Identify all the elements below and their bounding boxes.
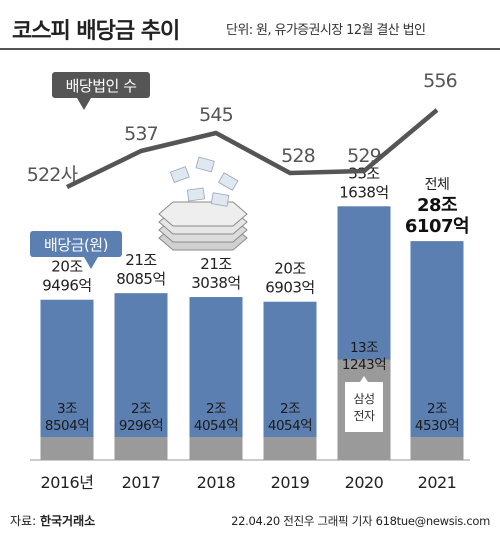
cash-stack-icon [158, 156, 248, 251]
page-title: 코스피 배당금 추이 [12, 19, 180, 44]
total-label-2020: 1638억 [339, 183, 388, 201]
samsung-callout-box [345, 382, 383, 432]
samsung-label: 삼성 [353, 392, 374, 406]
source-note: 자료: 한국거래소 [10, 512, 95, 529]
total-label-2016년: 20조 [51, 258, 83, 276]
total-label-2018: 21조 [200, 255, 232, 273]
bar-samsung-2018 [189, 437, 243, 460]
total-label-2019: 20조 [274, 260, 306, 278]
header: 코스피 배당금 추이 단위: 원, 유가증권시장 12월 결산 법인 [0, 0, 500, 50]
inner-label-2017: 9296억 [119, 418, 163, 434]
x-tick-label: 2020 [345, 473, 384, 492]
x-tick-label: 2017 [122, 473, 161, 492]
inner-label-2016년: 3조 [57, 401, 77, 417]
x-tick-label: 2018 [197, 473, 236, 492]
inner-label-2018: 2조 [206, 401, 226, 417]
inner-label-2016년: 8504억 [45, 418, 89, 434]
x-tick-label: 2016년 [41, 473, 94, 492]
inner-label-2019: 2조 [280, 401, 300, 417]
title-divider [0, 48, 500, 50]
line-series-label-pointer [77, 98, 91, 110]
line-value-label: 545 [199, 104, 233, 126]
line-value-label: 556 [423, 70, 457, 92]
bar-samsung-2019 [263, 437, 317, 460]
line-series-label: 배당법인 수 [66, 77, 137, 95]
dividend-firms-line [66, 108, 439, 190]
bar-total-2017 [114, 293, 168, 460]
line-value-label: 522사 [27, 164, 78, 186]
line-value-label: 537 [124, 123, 158, 145]
source-name: 한국거래소 [39, 514, 96, 528]
samsung-label: 전자 [353, 409, 375, 423]
total-label-2017: 8085억 [116, 270, 165, 288]
bar-samsung-2021 [410, 437, 464, 460]
line-series-label-bg [52, 72, 150, 98]
bar-series-label-bg [30, 231, 122, 257]
inner-label-2019: 4054억 [268, 418, 312, 434]
source-label: 자료: [10, 514, 37, 528]
line-value-label: 528 [281, 145, 315, 167]
total-label-2021: 28조 [417, 195, 457, 216]
inner-label-2020: 13조 [350, 340, 378, 356]
inner-label-2021: 4530억 [415, 418, 459, 434]
bar-samsung-2017 [114, 437, 168, 460]
total-label-2017: 21조 [125, 251, 157, 269]
total-label-2021: 6107억 [405, 216, 469, 237]
bar-total-2021 [410, 241, 464, 460]
dividend-chart: 20조9496억3조8504억2016년21조8085억2조9296억20172… [27, 70, 470, 492]
samsung-callout-pointer [360, 376, 368, 382]
inner-label-2020: 1243억 [342, 357, 386, 373]
total-label-2018: 3038억 [191, 274, 240, 292]
line-value-label: 529 [347, 145, 381, 167]
footer: 자료: 한국거래소 22.04.20 전진우 그래픽 기자 618tue@new… [0, 504, 500, 536]
inner-label-2018: 4054억 [194, 418, 238, 434]
x-tick-label: 2021 [418, 473, 457, 492]
bar-series-label-pointer [84, 257, 98, 269]
total-prefix-label: 전체 [425, 177, 450, 193]
credit-line: 22.04.20 전진우 그래픽 기자 618tue@newsis.com [231, 514, 490, 528]
total-label-2016년: 9496억 [42, 277, 91, 295]
total-label-2020: 33조 [348, 164, 380, 182]
bar-samsung-2016년 [40, 437, 94, 460]
bar-series-label: 배당금(원) [44, 236, 108, 254]
x-tick-label: 2019 [271, 473, 310, 492]
unit-note: 단위: 원, 유가증권시장 12월 결산 법인 [226, 23, 426, 38]
inner-label-2021: 2조 [427, 401, 447, 417]
bar-total-2018 [189, 297, 243, 460]
inner-label-2017: 2조 [131, 401, 151, 417]
bar-total-2016년 [40, 299, 94, 460]
total-label-2019: 6903억 [265, 279, 314, 297]
bar-total-2019 [263, 301, 317, 460]
